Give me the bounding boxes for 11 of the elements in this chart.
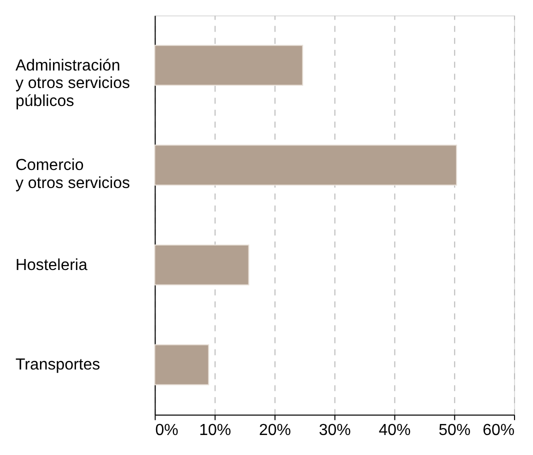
y-tick-label: Administración y otros servicios públicos — [15, 57, 130, 110]
y-tick-label: Hosteleria — [15, 256, 88, 274]
x-tick-label: 20% — [259, 422, 291, 440]
x-tick-label: 10% — [199, 422, 232, 440]
x-tick-label: 0% — [155, 422, 178, 440]
x-tick-label: 40% — [378, 422, 411, 440]
y-tick-label: Transportes — [15, 356, 100, 374]
x-tick-label: 50% — [438, 422, 471, 440]
y-tick-label: Comercio y otros servicios — [15, 157, 130, 192]
x-tick-label: 60% — [482, 422, 515, 440]
x-tick-label: 30% — [318, 422, 351, 440]
